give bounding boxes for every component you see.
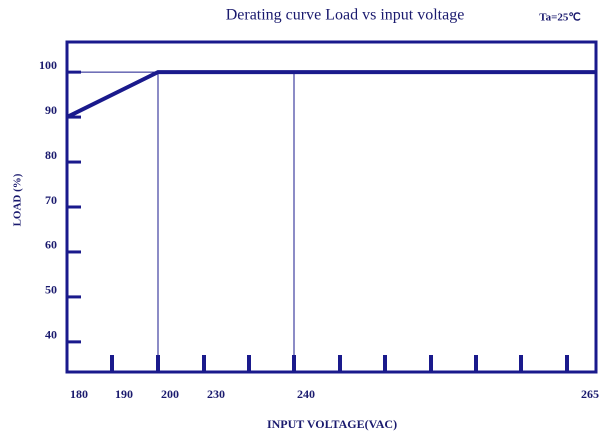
y-tick-label: 60 [45,238,57,252]
chart-title: Derating curve Load vs input voltage [226,7,465,24]
x-tick-label: 180 [70,387,88,401]
x-tick-label: 240 [297,387,315,401]
x-tick-label: 190 [115,387,133,401]
y-tick-label: 50 [45,283,57,297]
x-axis-label: INPUT VOLTAGE(VAC) [267,417,397,431]
y-tick-label: 90 [45,103,57,117]
y-tick-label: 40 [45,328,57,342]
x-tick-label: 265 [581,387,599,401]
bottom-ticks [110,355,569,372]
y-tick-label: 80 [45,148,57,162]
y-tick-label: 70 [45,193,57,207]
y-axis-label: LOAD (%) [12,173,24,226]
y-tick-label: 100 [39,58,57,72]
x-tick-label: 200 [161,387,179,401]
x-tick-label: 230 [207,387,225,401]
annotation: Ta=25℃ [539,12,580,24]
plot-frame [65,40,598,374]
derating-line [66,70,596,119]
